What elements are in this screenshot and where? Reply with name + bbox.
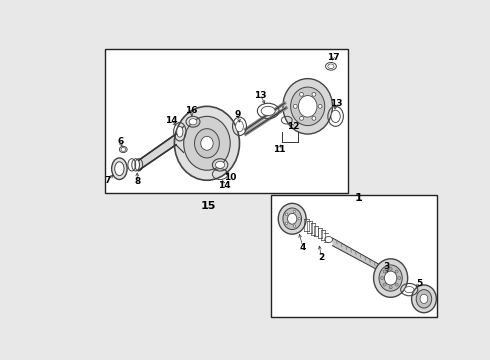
Ellipse shape bbox=[299, 93, 303, 96]
Text: 12: 12 bbox=[287, 122, 299, 131]
Polygon shape bbox=[139, 134, 176, 170]
Text: 14: 14 bbox=[165, 116, 177, 125]
Ellipse shape bbox=[328, 64, 334, 69]
Text: 9: 9 bbox=[235, 109, 241, 118]
Ellipse shape bbox=[298, 95, 317, 117]
Text: 3: 3 bbox=[384, 262, 390, 271]
Ellipse shape bbox=[121, 148, 125, 152]
Ellipse shape bbox=[115, 162, 124, 176]
Ellipse shape bbox=[261, 106, 275, 116]
Ellipse shape bbox=[174, 106, 240, 180]
Ellipse shape bbox=[285, 213, 288, 215]
Polygon shape bbox=[333, 238, 383, 273]
Ellipse shape bbox=[379, 265, 402, 291]
Ellipse shape bbox=[293, 210, 295, 213]
Ellipse shape bbox=[291, 87, 325, 126]
Text: 13: 13 bbox=[254, 91, 267, 100]
Ellipse shape bbox=[195, 129, 220, 158]
Ellipse shape bbox=[298, 217, 300, 220]
Ellipse shape bbox=[278, 203, 306, 234]
Text: 7: 7 bbox=[104, 176, 111, 185]
Ellipse shape bbox=[395, 283, 398, 286]
Ellipse shape bbox=[288, 213, 297, 224]
Bar bbox=[105, 49, 348, 193]
Ellipse shape bbox=[283, 78, 333, 134]
Ellipse shape bbox=[383, 270, 386, 273]
Ellipse shape bbox=[184, 116, 230, 170]
Ellipse shape bbox=[397, 276, 401, 280]
Ellipse shape bbox=[189, 119, 197, 125]
Ellipse shape bbox=[389, 286, 392, 289]
Text: 16: 16 bbox=[185, 107, 197, 116]
Text: 5: 5 bbox=[416, 279, 422, 288]
Ellipse shape bbox=[385, 271, 397, 285]
Ellipse shape bbox=[381, 276, 384, 280]
Ellipse shape bbox=[294, 104, 297, 108]
Bar bbox=[270, 195, 437, 316]
Ellipse shape bbox=[293, 225, 295, 227]
Text: 13: 13 bbox=[330, 99, 343, 108]
Text: 10: 10 bbox=[224, 173, 236, 182]
Ellipse shape bbox=[420, 294, 428, 303]
Ellipse shape bbox=[299, 116, 303, 120]
Text: 1: 1 bbox=[354, 193, 362, 203]
Ellipse shape bbox=[383, 283, 386, 286]
Text: 15: 15 bbox=[201, 201, 216, 211]
Ellipse shape bbox=[318, 104, 322, 108]
Ellipse shape bbox=[412, 285, 437, 313]
Ellipse shape bbox=[331, 110, 340, 122]
Ellipse shape bbox=[416, 289, 432, 308]
Ellipse shape bbox=[236, 121, 244, 132]
Ellipse shape bbox=[395, 270, 398, 273]
Ellipse shape bbox=[177, 126, 183, 137]
Ellipse shape bbox=[112, 158, 127, 180]
Ellipse shape bbox=[285, 222, 288, 224]
Text: 14: 14 bbox=[218, 181, 230, 190]
Text: 8: 8 bbox=[134, 177, 140, 186]
Ellipse shape bbox=[312, 116, 316, 120]
Ellipse shape bbox=[216, 161, 225, 168]
Ellipse shape bbox=[201, 136, 213, 150]
Ellipse shape bbox=[405, 287, 414, 293]
Text: 17: 17 bbox=[327, 53, 340, 62]
Text: 2: 2 bbox=[318, 253, 325, 262]
Text: 4: 4 bbox=[300, 243, 306, 252]
Ellipse shape bbox=[312, 93, 316, 96]
Text: 11: 11 bbox=[273, 145, 285, 154]
Ellipse shape bbox=[373, 259, 408, 297]
Ellipse shape bbox=[283, 208, 301, 230]
Ellipse shape bbox=[389, 267, 392, 270]
Text: 6: 6 bbox=[117, 137, 123, 146]
